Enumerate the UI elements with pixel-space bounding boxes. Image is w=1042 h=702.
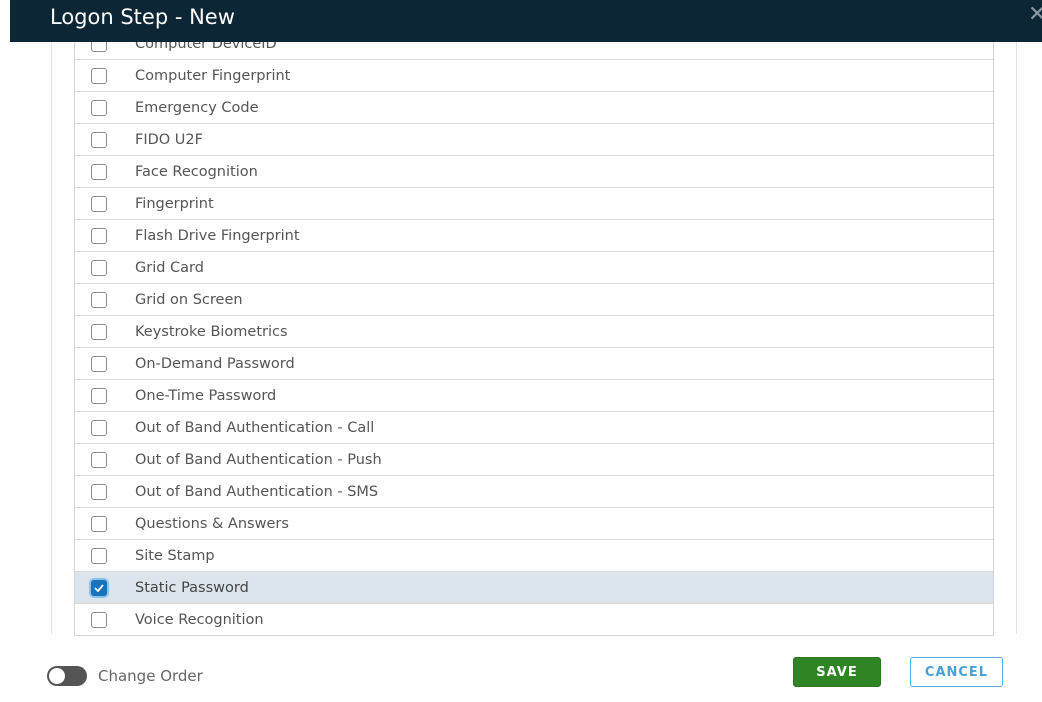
auth-method-list: Computer DeviceID Computer Fingerprint Eme…	[74, 27, 994, 636]
checkbox[interactable]	[91, 227, 107, 244]
list-item[interactable]: Grid Card	[75, 251, 993, 283]
list-item[interactable]: Emergency Code	[75, 91, 993, 123]
list-item-label: Keystroke Biometrics	[135, 323, 288, 340]
checkbox[interactable]	[91, 259, 107, 276]
checkbox[interactable]	[91, 547, 107, 564]
checkbox[interactable]	[91, 99, 107, 116]
check-icon	[94, 583, 104, 592]
cancel-button[interactable]: CANCEL	[910, 657, 1003, 687]
checkbox[interactable]	[91, 355, 107, 372]
list-item[interactable]: Computer Fingerprint	[75, 59, 993, 91]
dialog-title: Logon Step - New	[50, 5, 235, 29]
checkbox[interactable]	[91, 611, 107, 628]
list-item-label: Grid Card	[135, 259, 204, 276]
list-item[interactable]: One-Time Password	[75, 379, 993, 411]
list-item-label: One-Time Password	[135, 387, 277, 404]
list-item-label: Grid on Screen	[135, 291, 243, 308]
list-item[interactable]: Grid on Screen	[75, 283, 993, 315]
list-item[interactable]: Keystroke Biometrics	[75, 315, 993, 347]
list-item-label: Fingerprint	[135, 195, 214, 212]
list-item[interactable]: FIDO U2F	[75, 123, 993, 155]
list-item-label: Computer Fingerprint	[135, 67, 291, 84]
checkbox[interactable]	[91, 323, 107, 340]
list-item[interactable]: Out of Band Authentication - Push	[75, 443, 993, 475]
dialog-header: Logon Step - New ✕	[10, 0, 1042, 42]
list-item-label: On-Demand Password	[135, 355, 295, 372]
change-order-label: Change Order	[98, 667, 203, 685]
checkbox[interactable]	[91, 163, 107, 180]
list-item[interactable]: Site Stamp	[75, 539, 993, 571]
checkbox[interactable]	[91, 515, 107, 532]
list-item-label: Flash Drive Fingerprint	[135, 227, 300, 244]
checkbox[interactable]	[91, 195, 107, 212]
toggle-knob	[49, 668, 65, 684]
list-item-label: Voice Recognition	[135, 611, 264, 628]
checkbox[interactable]	[91, 579, 107, 596]
list-item[interactable]: Flash Drive Fingerprint	[75, 219, 993, 251]
list-item-label: Face Recognition	[135, 163, 258, 180]
list-item-label: FIDO U2F	[135, 131, 203, 148]
list-item-label: Out of Band Authentication - Call	[135, 419, 375, 436]
list-item-label: Out of Band Authentication - SMS	[135, 483, 379, 500]
list-item-label: Out of Band Authentication - Push	[135, 451, 382, 468]
list-item-label: Emergency Code	[135, 99, 259, 116]
checkbox[interactable]	[91, 291, 107, 308]
list-item[interactable]: Voice Recognition	[75, 603, 993, 635]
list-item[interactable]: Static Password	[75, 571, 993, 603]
list-item[interactable]: Questions & Answers	[75, 507, 993, 539]
list-item-label: Questions & Answers	[135, 515, 289, 532]
checkbox[interactable]	[91, 451, 107, 468]
change-order-toggle[interactable]	[47, 666, 87, 686]
checkbox[interactable]	[91, 67, 107, 84]
list-item-label: Site Stamp	[135, 547, 215, 564]
checkbox[interactable]	[91, 131, 107, 148]
list-item[interactable]: Face Recognition	[75, 155, 993, 187]
list-item-label: Static Password	[135, 579, 249, 596]
scroll-pane-border-right	[1016, 42, 1017, 634]
list-item[interactable]: Fingerprint	[75, 187, 993, 219]
scroll-pane-border-left	[51, 42, 52, 634]
close-icon[interactable]: ✕	[1028, 2, 1042, 27]
save-button[interactable]: SAVE	[793, 657, 881, 687]
checkbox[interactable]	[91, 387, 107, 404]
checkbox[interactable]	[91, 419, 107, 436]
list-item[interactable]: On-Demand Password	[75, 347, 993, 379]
list-item[interactable]: Out of Band Authentication - SMS	[75, 475, 993, 507]
list-item[interactable]: Out of Band Authentication - Call	[75, 411, 993, 443]
checkbox[interactable]	[91, 483, 107, 500]
